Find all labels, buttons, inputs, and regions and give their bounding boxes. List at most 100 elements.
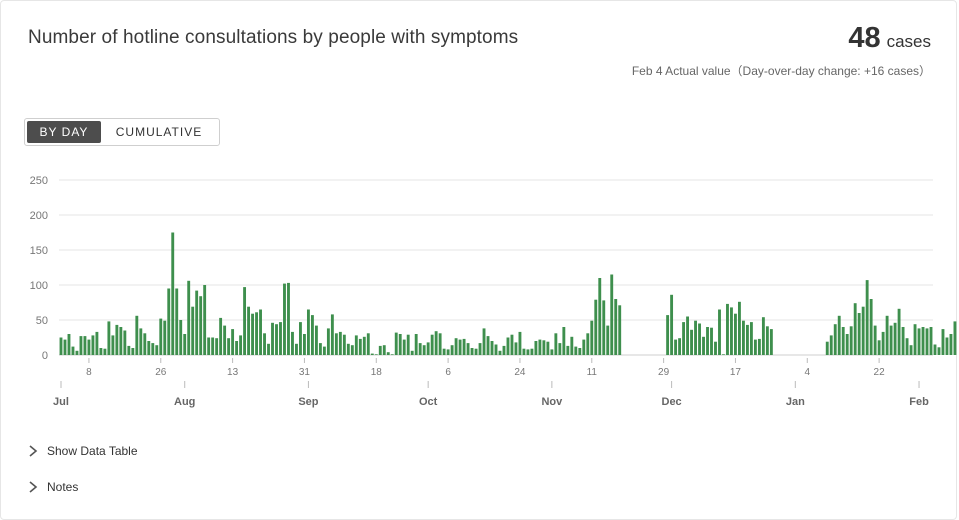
bar — [745, 324, 749, 355]
month-label: Jan — [786, 396, 805, 408]
bar — [841, 327, 845, 355]
bar — [769, 329, 773, 355]
bar — [502, 345, 506, 355]
bar — [239, 335, 243, 355]
bar — [151, 343, 155, 355]
bar — [598, 278, 602, 355]
bar — [893, 322, 897, 355]
bar — [586, 333, 590, 355]
x-tick-label: 6 — [445, 367, 451, 378]
bar — [518, 331, 522, 355]
by-day-button[interactable]: BY DAY — [27, 121, 101, 143]
y-tick-label: 200 — [30, 210, 48, 222]
bar — [829, 335, 833, 355]
bar — [749, 322, 753, 355]
y-tick-label: 100 — [30, 280, 48, 292]
bar — [394, 332, 398, 355]
bar — [303, 334, 306, 355]
bar — [67, 334, 71, 355]
bar — [83, 336, 87, 355]
bar — [761, 317, 765, 355]
bar — [175, 288, 179, 355]
bar — [159, 318, 163, 355]
bar — [905, 338, 909, 355]
bar — [203, 285, 207, 355]
bar — [498, 350, 502, 355]
bar — [610, 274, 614, 355]
bar — [183, 334, 187, 355]
y-tick-label: 250 — [30, 175, 48, 187]
bar — [143, 333, 147, 355]
bar — [566, 345, 570, 355]
bar — [885, 315, 889, 355]
bar — [753, 339, 757, 355]
bar — [466, 343, 470, 355]
cumulative-button[interactable]: CUMULATIVE — [115, 125, 203, 139]
month-label: Sep — [298, 396, 318, 408]
bar — [179, 320, 183, 355]
x-tick-label: 29 — [658, 367, 670, 378]
bar — [95, 331, 99, 355]
view-toggle: BY DAY CUMULATIVE — [24, 118, 220, 146]
bar — [670, 294, 674, 355]
bar — [765, 326, 769, 355]
bar — [825, 341, 829, 355]
bar — [458, 339, 462, 355]
bar — [263, 333, 266, 355]
bar — [390, 354, 394, 355]
bar — [945, 337, 949, 355]
bar — [738, 301, 741, 355]
bar — [570, 336, 574, 355]
bar — [678, 338, 682, 355]
bar — [227, 338, 231, 355]
notes-toggle[interactable]: Notes — [26, 480, 78, 494]
bar — [103, 348, 107, 355]
bar — [314, 325, 318, 355]
bar — [426, 342, 430, 355]
bar — [386, 352, 390, 355]
bar — [909, 345, 913, 355]
bar — [558, 343, 562, 355]
bar — [91, 335, 95, 355]
bar — [590, 320, 594, 355]
bar — [418, 343, 422, 355]
x-tick-label: 11 — [587, 367, 598, 378]
bar — [877, 340, 881, 355]
bar — [75, 350, 79, 355]
bar — [306, 309, 310, 355]
bar — [486, 336, 490, 355]
bar — [243, 287, 247, 355]
bar — [171, 232, 175, 355]
show-data-table-toggle[interactable]: Show Data Table — [26, 444, 138, 458]
bar — [346, 343, 350, 355]
bar — [115, 324, 119, 355]
chart-title: Number of hotline consultations by peopl… — [28, 27, 519, 48]
bar — [259, 309, 262, 355]
x-tick-label: 18 — [371, 367, 383, 378]
bar — [442, 348, 446, 355]
bar — [470, 348, 474, 355]
bar — [410, 350, 414, 355]
bar — [618, 305, 622, 355]
bar — [953, 321, 957, 355]
bar — [378, 345, 382, 355]
bar — [522, 348, 526, 355]
bar — [925, 328, 929, 355]
bar — [454, 338, 458, 355]
month-label: Nov — [541, 396, 563, 408]
bar — [506, 337, 510, 355]
y-tick-label: 50 — [36, 315, 48, 327]
bar — [949, 334, 953, 355]
bar — [482, 328, 486, 355]
bar — [107, 321, 111, 355]
notes-label: Notes — [47, 480, 79, 494]
bar — [901, 327, 905, 355]
x-tick-label: 13 — [227, 367, 239, 378]
bar — [207, 337, 211, 355]
bar — [330, 314, 334, 355]
bar — [422, 345, 426, 355]
bar — [913, 324, 917, 355]
bar — [195, 290, 199, 355]
bar — [714, 341, 717, 355]
bar — [602, 300, 606, 355]
